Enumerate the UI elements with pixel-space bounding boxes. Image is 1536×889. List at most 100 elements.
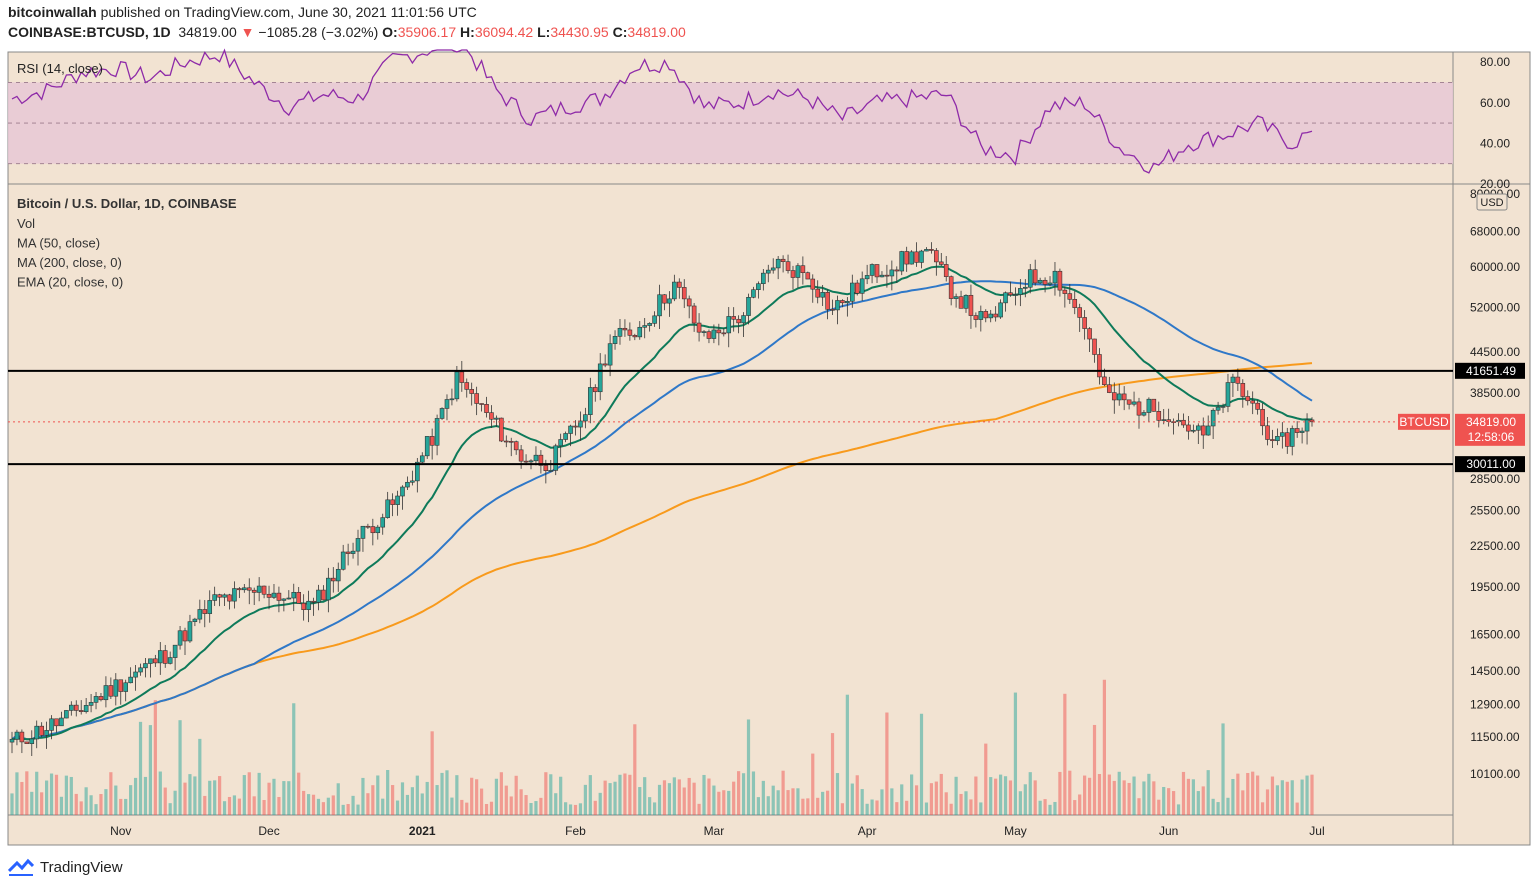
volume-bar <box>435 785 439 815</box>
volume-bar <box>816 797 820 815</box>
volume-bar <box>59 796 64 815</box>
volume-bar <box>1147 773 1151 815</box>
candle-body <box>1023 286 1028 289</box>
volume-bar <box>222 801 227 815</box>
close-value: 34819.00 <box>627 24 686 40</box>
price-tick-label: 10100.00 <box>1470 767 1520 781</box>
candle-body <box>167 657 173 664</box>
candle-body <box>237 588 242 591</box>
candle-body <box>553 445 559 471</box>
candle-body <box>256 585 262 593</box>
volume-bar <box>756 797 760 815</box>
candle-body <box>993 313 998 318</box>
volume-bar <box>331 795 335 815</box>
volume-bars <box>10 679 1314 815</box>
time-tick-label: 2021 <box>409 824 436 838</box>
volume-bar <box>336 783 340 815</box>
candle-body <box>1280 432 1285 437</box>
candle-body <box>583 414 588 422</box>
volume-bar <box>830 733 835 815</box>
candle-body <box>1161 419 1167 421</box>
candle-body <box>9 738 15 743</box>
volume-bar <box>109 772 113 815</box>
volume-bar <box>998 774 1003 815</box>
candle-body <box>904 251 909 265</box>
volume-bar <box>227 796 232 815</box>
volume-bar <box>974 776 978 815</box>
volume-bar <box>232 795 237 815</box>
candle-body <box>558 439 563 447</box>
candle-body <box>588 387 593 415</box>
candle-body <box>958 296 964 309</box>
candle-body <box>672 281 677 300</box>
candle-body <box>400 486 405 497</box>
indicator-label: Vol <box>17 216 35 231</box>
candle-body <box>1250 400 1255 404</box>
volume-bar <box>292 703 296 815</box>
candle-body <box>854 282 860 294</box>
volume-bar <box>919 713 924 815</box>
volume-bar <box>1186 778 1191 815</box>
volume-bar <box>49 773 54 815</box>
volume-bar <box>796 788 800 815</box>
candle-body <box>232 588 237 602</box>
volume-bar <box>1152 781 1156 815</box>
candle-body <box>1181 419 1186 426</box>
volume-bar <box>672 777 676 815</box>
volume-bar <box>247 772 251 815</box>
volume-bar <box>732 781 736 815</box>
candle-body <box>479 403 484 405</box>
volume-bar <box>218 776 222 815</box>
volume-bar <box>445 770 449 815</box>
volume-bar <box>776 790 780 815</box>
indicator-label: MA (50, close) <box>17 236 100 251</box>
candle-body <box>998 302 1003 318</box>
candle-body <box>1018 288 1023 295</box>
candle-body <box>246 587 252 591</box>
candle-body <box>543 465 549 471</box>
candle-body <box>869 264 875 276</box>
volume-bar <box>835 773 840 815</box>
candle-body <box>286 597 292 600</box>
candle-body <box>1265 425 1270 440</box>
candle-body <box>108 685 114 697</box>
volume-bar <box>1181 771 1186 815</box>
volume-bar <box>514 775 518 815</box>
candle-body <box>1013 294 1018 296</box>
volume-bar <box>489 801 494 815</box>
volume-bar <box>455 775 459 815</box>
candle-body <box>820 292 825 298</box>
volume-bar <box>633 724 637 815</box>
volume-bar <box>1137 798 1141 815</box>
symbol: COINBASE:BTCUSD, 1D <box>8 24 171 40</box>
candle-body <box>736 318 741 324</box>
candle-body <box>390 499 395 505</box>
candle-body <box>726 316 732 334</box>
volume-bar <box>346 804 350 815</box>
candle-body <box>578 420 583 428</box>
candle-body <box>1294 428 1300 433</box>
candle-body <box>568 425 573 434</box>
volume-bar <box>252 796 256 815</box>
candle-body <box>464 382 470 390</box>
volume-bar <box>845 694 849 815</box>
high-value: 36094.42 <box>474 24 534 40</box>
volume-bar <box>351 795 355 815</box>
candle-body <box>395 495 400 505</box>
candle-body <box>677 281 682 288</box>
candle-body <box>988 313 994 319</box>
candle-body <box>271 592 277 598</box>
candle-body <box>1008 292 1013 296</box>
volume-bar <box>1043 799 1047 815</box>
price-tick-label: 14500.00 <box>1470 664 1520 678</box>
candle-body <box>795 265 801 278</box>
candle-body <box>202 609 208 614</box>
open-value: 35906.17 <box>397 24 457 40</box>
volume-bar <box>1290 780 1294 815</box>
price-tick-label: 60000.00 <box>1470 260 1520 274</box>
candle-body <box>503 440 509 443</box>
time-tick-label: Mar <box>704 824 725 838</box>
candle-body <box>222 594 227 598</box>
candle-body <box>1077 307 1082 318</box>
